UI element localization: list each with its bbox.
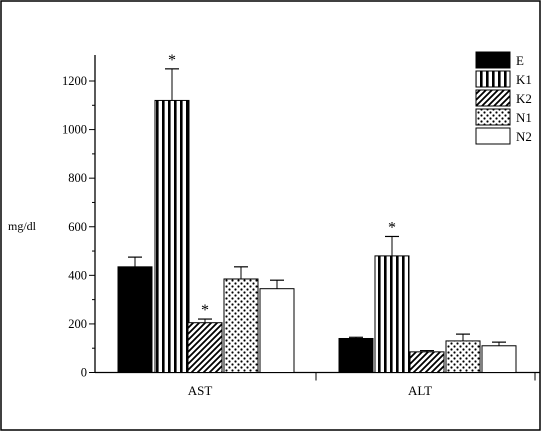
legend-label: E [516, 53, 524, 68]
bar-k1-alt [374, 255, 410, 373]
y-tick-label: 1200 [62, 74, 87, 88]
y-tick-label: 1000 [62, 123, 87, 137]
legend-label: K1 [516, 72, 532, 87]
significance-asterisk: * [201, 302, 209, 319]
y-tick-label: 600 [68, 220, 87, 234]
y-tick-label: 800 [68, 171, 87, 185]
bar-n1-alt [445, 340, 481, 374]
chart-marks: 0 200 400 600 800 1000 1200 mg/dl AST * * ALT * E K1 K2… [8, 51, 540, 398]
significance-asterisk: * [388, 219, 396, 236]
legend-swatch-n2 [475, 127, 511, 145]
x-tick-label: AST [188, 383, 213, 398]
legend-swatch-e [475, 51, 511, 69]
legend-swatch-k2 [475, 89, 511, 107]
legend-label: K2 [516, 91, 532, 106]
legend-swatch-k1 [475, 70, 511, 88]
y-tick-label: 400 [68, 268, 87, 282]
bar-n2-ast [259, 288, 295, 374]
bar-k1-ast [154, 99, 190, 374]
bar-e-ast [117, 266, 153, 373]
significance-asterisk: * [168, 52, 176, 69]
y-tick-label: 0 [81, 366, 87, 380]
y-tick-label: 200 [68, 317, 87, 331]
bar-k2-ast [187, 322, 223, 374]
bar-n1-ast [223, 278, 259, 373]
bar-e-alt [338, 337, 374, 374]
legend-label: N1 [516, 110, 532, 125]
legend-label: N2 [516, 129, 532, 144]
x-tick-label: ALT [408, 383, 432, 398]
bar-k2-alt [409, 351, 445, 373]
bar-n2-alt [481, 345, 517, 374]
legend-swatch-n1 [475, 108, 511, 126]
y-axis-label: mg/dl [8, 219, 37, 233]
